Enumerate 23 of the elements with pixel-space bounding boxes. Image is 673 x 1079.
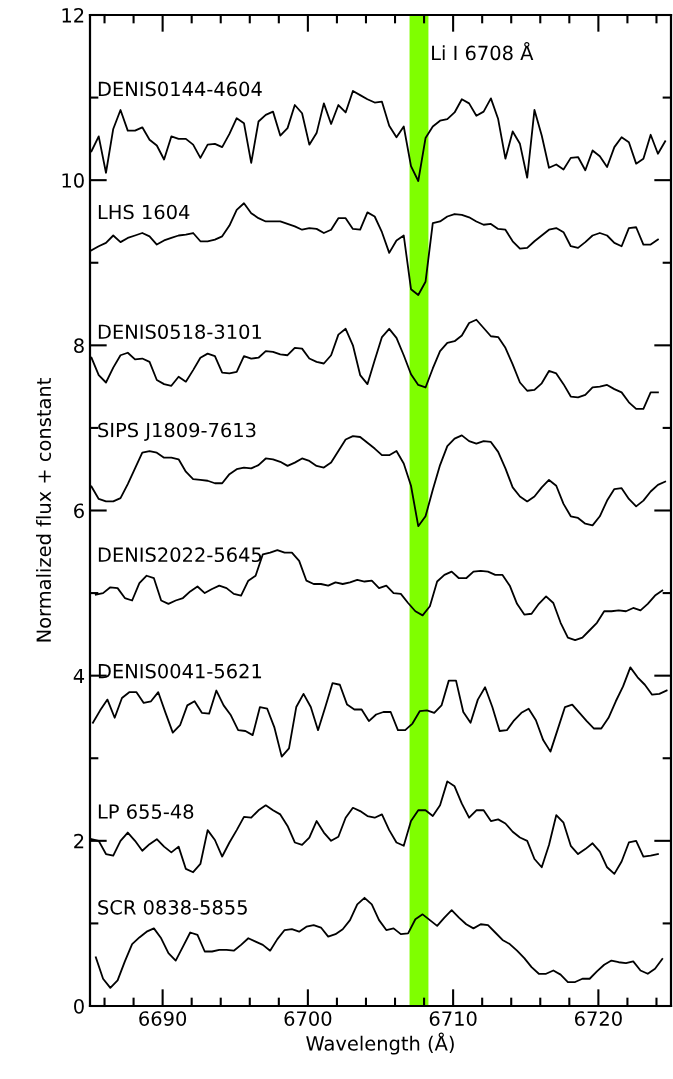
series-label: SCR 0838-5855 (98, 899, 247, 915)
line-series (94, 896, 664, 989)
y-tick-label: 12 (62, 7, 84, 23)
y-tick-label: 4 (73, 668, 85, 684)
y-axis-title: Normalized flux + constant (36, 378, 52, 642)
y-tick-label: 8 (74, 338, 84, 353)
y-tick-label: 0 (74, 998, 84, 1014)
x-tick-label: 6690 (139, 1011, 187, 1026)
series-label: LHS 1604 (98, 204, 190, 220)
y-tick-label: 6 (74, 503, 84, 519)
y-tick-label: 2 (74, 833, 84, 849)
series-label: DENIS0144-4604 (98, 81, 262, 97)
x-tick-label: 6720 (574, 1011, 622, 1026)
x-tick-label: 6700 (284, 1011, 332, 1026)
band-label: Li I 6708 Å (432, 41, 534, 61)
series-label: DENIS0041-5621 (98, 663, 262, 679)
series-label: DENIS0518-3101 (98, 324, 262, 340)
x-axis-title: Wavelength (Å) (306, 1032, 454, 1055)
series-label: SIPS J1809-7613 (98, 422, 256, 441)
series-label: DENIS2022-5645 (98, 547, 262, 563)
x-tick-label: 6710 (429, 1011, 477, 1026)
y-tick-label: 10 (62, 173, 84, 188)
series-label: LP 655-48 (98, 804, 194, 819)
